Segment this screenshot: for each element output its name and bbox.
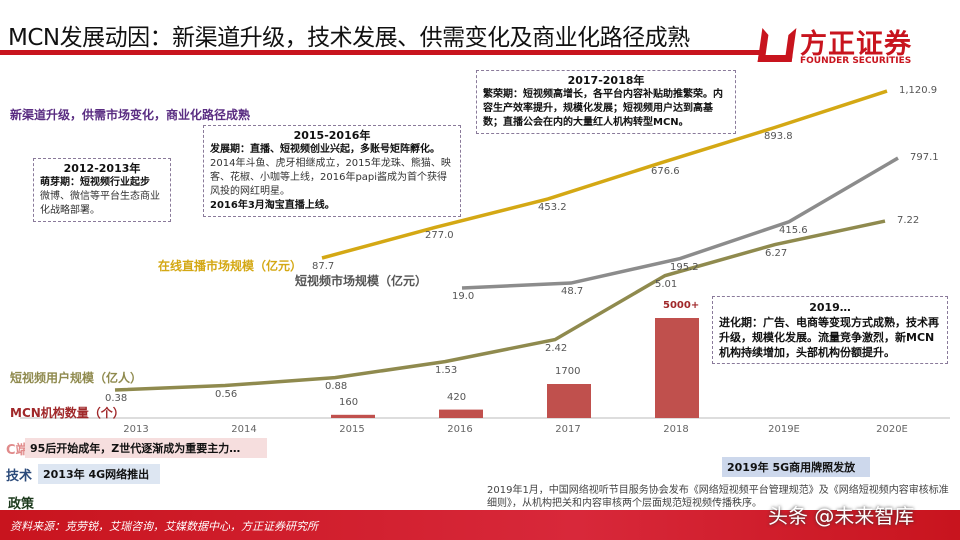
x-tick-label: 2014 — [231, 424, 257, 435]
x-tick-label: 2017 — [555, 424, 581, 435]
headline: 新渠道升级，供需市场变化，商业化路径成熟 — [10, 108, 251, 122]
series-label-shortvideo-market: 短视频市场规模（亿元） — [295, 274, 428, 288]
x-tick-label: 2016 — [447, 424, 473, 435]
stage-box-2015: 2015-2016年 发展期：直播、短视频创业兴起，多账号矩阵孵化。 2014年… — [203, 125, 461, 217]
line-data-label: 2.42 — [545, 342, 568, 354]
line-data-label: 48.7 — [561, 286, 584, 298]
watermark: 头条 @未来智库 — [768, 504, 915, 528]
stage-box-2019: 2019… 进化期：广告、电商等变现方式成熟，技术再升级，规模化发展。流量竞争激… — [712, 296, 948, 364]
bar-data-label: 160 — [339, 396, 359, 408]
line-data-label: 6.27 — [765, 247, 788, 259]
line-data-label: 7.22 — [897, 215, 920, 227]
line-data-label: 1.53 — [435, 364, 458, 376]
stage-box-2017: 2017-2018年 繁荣期：短视频高增长，各平台内容补贴助推繁荣。内容生产效率… — [476, 70, 736, 134]
line-data-label: 1,120.9 — [899, 85, 938, 97]
stage-period: 2017-2018年 — [567, 74, 645, 87]
x-tick-label: 2020E — [876, 424, 908, 435]
source-note: 资料来源：克劳锐，艾瑞咨询，艾媒数据中心，方正证券研究所 — [10, 520, 318, 533]
series-line-2 — [114, 219, 886, 392]
x-tick-label: 2019E — [768, 424, 800, 435]
row-label-tech: 技术 — [6, 469, 33, 484]
mcn-bar — [655, 318, 699, 418]
mcn-bar — [439, 409, 483, 418]
series-label-mcn: MCN机构数量（个） — [10, 406, 125, 420]
series-label-users: 短视频用户规模（亿人） — [10, 371, 143, 385]
title-divider — [0, 50, 760, 55]
line-data-label: 415.6 — [779, 224, 808, 236]
mcn-bar — [331, 414, 375, 418]
row-label-policy: 政策 — [8, 497, 35, 512]
line-data-label: 797.1 — [910, 152, 939, 164]
line-data-label: 0.56 — [215, 388, 238, 400]
tech-2019-text: 2019年 5G商用牌照发放 — [722, 457, 870, 477]
bar-data-label: 5000+ — [663, 300, 700, 311]
line-data-label: 87.7 — [312, 261, 335, 272]
stage-text: 2014年斗鱼、虎牙相继成立，2015年龙珠、熊猫、映客、花椒、小咖等上线，20… — [210, 158, 451, 197]
series-line-0 — [321, 89, 888, 260]
line-data-label: 676.6 — [651, 165, 680, 177]
x-tick-label: 2018 — [663, 424, 689, 435]
footer-band — [0, 510, 960, 540]
founder-logo: 方正证券 FOUNDER SECURITIES — [757, 22, 960, 72]
stage-text: 微博、微信等平台生态商业化战略部署。 — [40, 191, 160, 216]
stage-extra: 2016年3月淘宝直播上线。 — [210, 200, 335, 211]
page-title: MCN发展动因：新渠道升级，技术发展、供需变化及商业化路径成熟 — [8, 25, 690, 51]
stage-box-2012: 2012-2013年 萌芽期：短视频行业起步 微博、微信等平台生态商业化战略部署… — [33, 158, 171, 222]
logo-text-en: FOUNDER SECURITIES — [800, 56, 912, 66]
mcn-bar — [547, 384, 591, 418]
stage-period: 2019… — [809, 301, 851, 314]
stage-title: 进化期：广告、电商等变现方式成熟，技术再升级，规模化发展。流量竞争激烈，新MCN… — [719, 316, 939, 359]
series-label-live: 在线直播市场规模（亿元） — [158, 259, 303, 273]
line-data-label: 5.01 — [655, 278, 678, 290]
bar-data-label: 420 — [447, 391, 467, 403]
line-data-label: 893.8 — [764, 130, 793, 142]
bar-data-label: 1700 — [555, 366, 581, 377]
stage-period: 2012-2013年 — [63, 162, 141, 175]
line-data-label: 277.0 — [425, 230, 454, 242]
line-data-label: 0.38 — [105, 393, 128, 404]
x-tick-label: 2015 — [339, 424, 365, 435]
series-line-1 — [461, 156, 899, 290]
tech-text: 2013年 4G网络推出 — [38, 464, 160, 484]
stage-title: 萌芽期：短视频行业起步 — [40, 177, 150, 188]
x-tick-label: 2013 — [123, 424, 149, 435]
stage-title: 繁荣期：短视频高增长，各平台内容补贴助推繁荣。内容生产效率提升，规模化发展；短视… — [483, 89, 723, 128]
line-data-label: 195.2 — [670, 261, 699, 273]
consumer-text: 95后开始成年，Z世代逐渐成为重要主力… — [25, 438, 267, 458]
row-label-consumer: C端 — [6, 443, 29, 458]
line-data-label: 0.88 — [325, 380, 348, 392]
policy-text: 2019年1月，中国网络视听节目服务协会发布《网络短视频平台管理规范》及《网络短… — [487, 485, 949, 509]
line-data-label: 453.2 — [538, 201, 567, 213]
logo-text-cn: 方正证券 — [800, 29, 912, 60]
stage-period: 2015-2016年 — [293, 129, 371, 142]
stage-title: 发展期：直播、短视频创业兴起，多账号矩阵孵化。 — [210, 144, 440, 155]
line-data-label: 19.0 — [452, 291, 475, 302]
